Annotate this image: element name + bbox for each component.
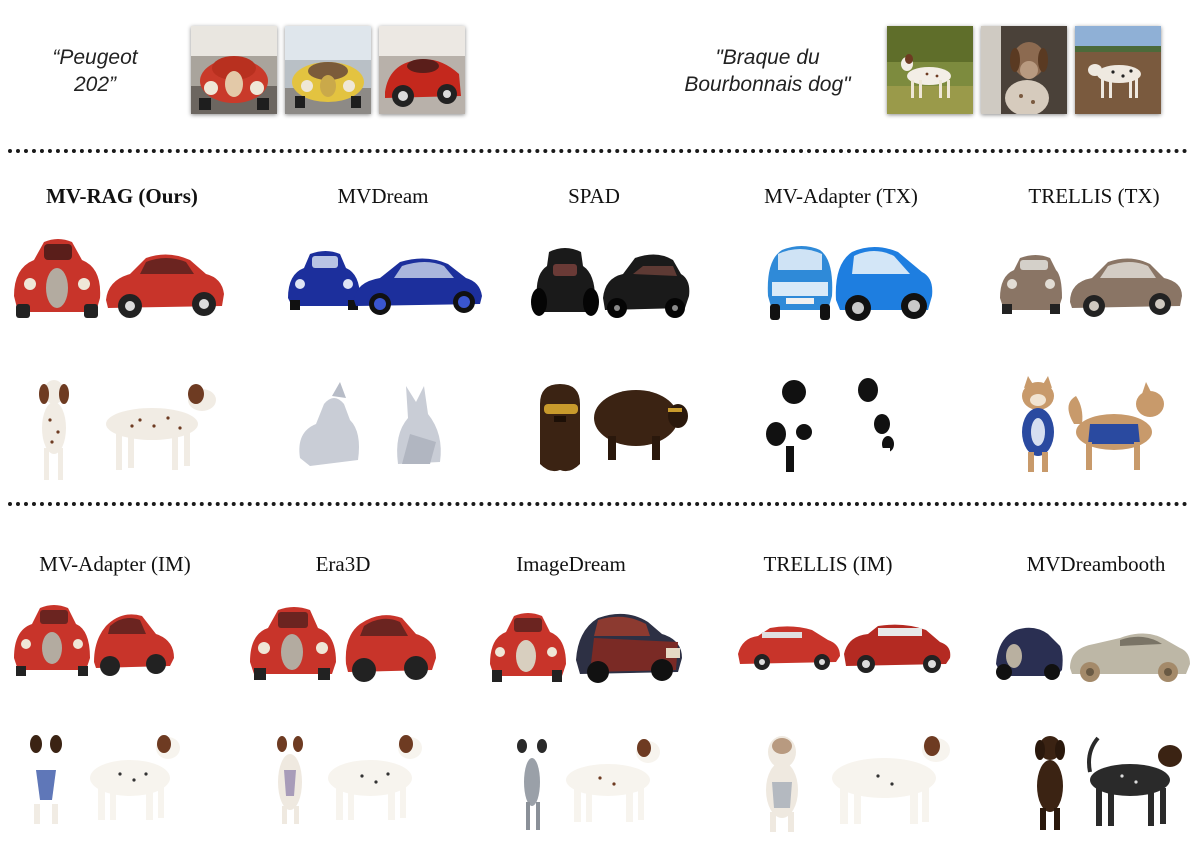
render-car-trellis-tx [996, 232, 1195, 342]
car-front-view [250, 607, 336, 680]
render-car-spad [525, 228, 745, 338]
render-dog-mv-rag [30, 374, 250, 484]
reference-image-dog-3 [1075, 26, 1161, 114]
car-front-view [490, 613, 566, 682]
dog-side-view [566, 739, 660, 822]
render-dog-trellis-im [760, 732, 980, 842]
car-front-view [767, 246, 833, 320]
prompt-dog-text: "Braque du Bourbonnais dog" [660, 44, 875, 98]
prompt-car-line2: 202” [73, 73, 117, 96]
label-mvdream: MVDream [337, 184, 429, 208]
render-dog-trellis-tx [1010, 374, 1195, 484]
dog-side-view [1087, 736, 1182, 826]
reference-image-dog-1 [887, 26, 973, 114]
render-car-mv-adapter-im [10, 596, 230, 706]
render-car-mv-adapter-tx [762, 224, 982, 334]
render-car-imagedream [486, 600, 706, 710]
car-front-view [1000, 255, 1062, 314]
dog-front-view [517, 738, 547, 830]
dog-side-view [397, 386, 441, 464]
render-dog-mvdream [290, 374, 510, 484]
dog-front-view [766, 378, 824, 472]
dog-side-view [90, 735, 180, 820]
prompt-car-line1: “Peugeot [52, 46, 138, 69]
car-side-view [1070, 633, 1190, 682]
render-dog-mvdreambooth [1030, 732, 1195, 842]
render-dog-spad [530, 374, 750, 484]
label-era3d: Era3D [315, 552, 371, 576]
car-front-view [996, 627, 1063, 680]
car-front-view [531, 248, 599, 316]
dog-side-view [594, 390, 688, 460]
render-car-trellis-im [736, 610, 956, 720]
render-car-era3d [246, 596, 466, 706]
dog-front-view [39, 380, 69, 480]
label-mv-adapter-im: MV-Adapter (IM) [39, 552, 191, 576]
label-imagedream: ImageDream [516, 552, 626, 576]
car-side-view [345, 615, 436, 682]
divider-top [8, 149, 1188, 153]
label-trellis-tx: TRELLIS (TX) [1028, 184, 1160, 208]
label-mv-rag-ours: MV-RAG (Ours) [46, 184, 198, 208]
dog-side-view [328, 735, 422, 820]
car-front-view [14, 605, 90, 676]
dog-front-view [1022, 376, 1054, 472]
dog-side-view [106, 384, 216, 470]
dog-front-view [1035, 736, 1065, 830]
label-trellis-im: TRELLIS (IM) [763, 552, 893, 576]
render-car-mvdream [280, 228, 500, 338]
car-side-view [576, 613, 682, 683]
render-dog-imagedream [512, 734, 732, 844]
render-dog-mv-adapter-im [22, 730, 242, 840]
label-mvdreambooth: MVDreambooth [1026, 552, 1166, 576]
render-car-mv-rag [8, 228, 228, 338]
car-side-view [354, 258, 482, 315]
reference-image-car-2 [285, 26, 371, 114]
car-side-view [106, 254, 224, 318]
dog-front-view [766, 736, 798, 832]
car-front-view [14, 239, 101, 318]
reference-image-car-3 [379, 26, 465, 114]
car-side-view [94, 614, 174, 676]
car-side-view [835, 247, 933, 321]
prompt-dog: "Braque du Bourbonnais dog" [640, 26, 1180, 121]
label-spad: SPAD [568, 184, 620, 208]
car-front-view [738, 626, 840, 670]
reference-image-car-1 [191, 26, 277, 114]
reference-image-dog-2 [981, 26, 1067, 114]
divider-middle [8, 502, 1188, 506]
dog-front-view [30, 734, 62, 824]
prompt-car-text: “Peugeot 202” [30, 44, 160, 98]
car-front-view [288, 251, 360, 310]
dog-front-view [540, 384, 580, 472]
car-side-view [603, 254, 690, 318]
label-mv-adapter-tx: MV-Adapter (TX) [764, 184, 918, 208]
car-side-view [844, 624, 951, 673]
dog-side-view [1068, 382, 1164, 470]
render-car-mvdreambooth [994, 614, 1195, 724]
dog-front-view [277, 733, 303, 824]
prompt-dog-line2: Bourbonnais dog" [684, 73, 851, 96]
dog-side-view [832, 736, 950, 824]
render-dog-mv-adapter-tx [764, 374, 984, 484]
dog-front-view [299, 382, 359, 466]
car-side-view [1070, 258, 1182, 317]
prompt-car: “Peugeot 202” [0, 26, 480, 121]
render-dog-era3d [270, 730, 490, 840]
dog-side-view [856, 378, 896, 472]
prompt-dog-line1: "Braque du [715, 46, 820, 69]
